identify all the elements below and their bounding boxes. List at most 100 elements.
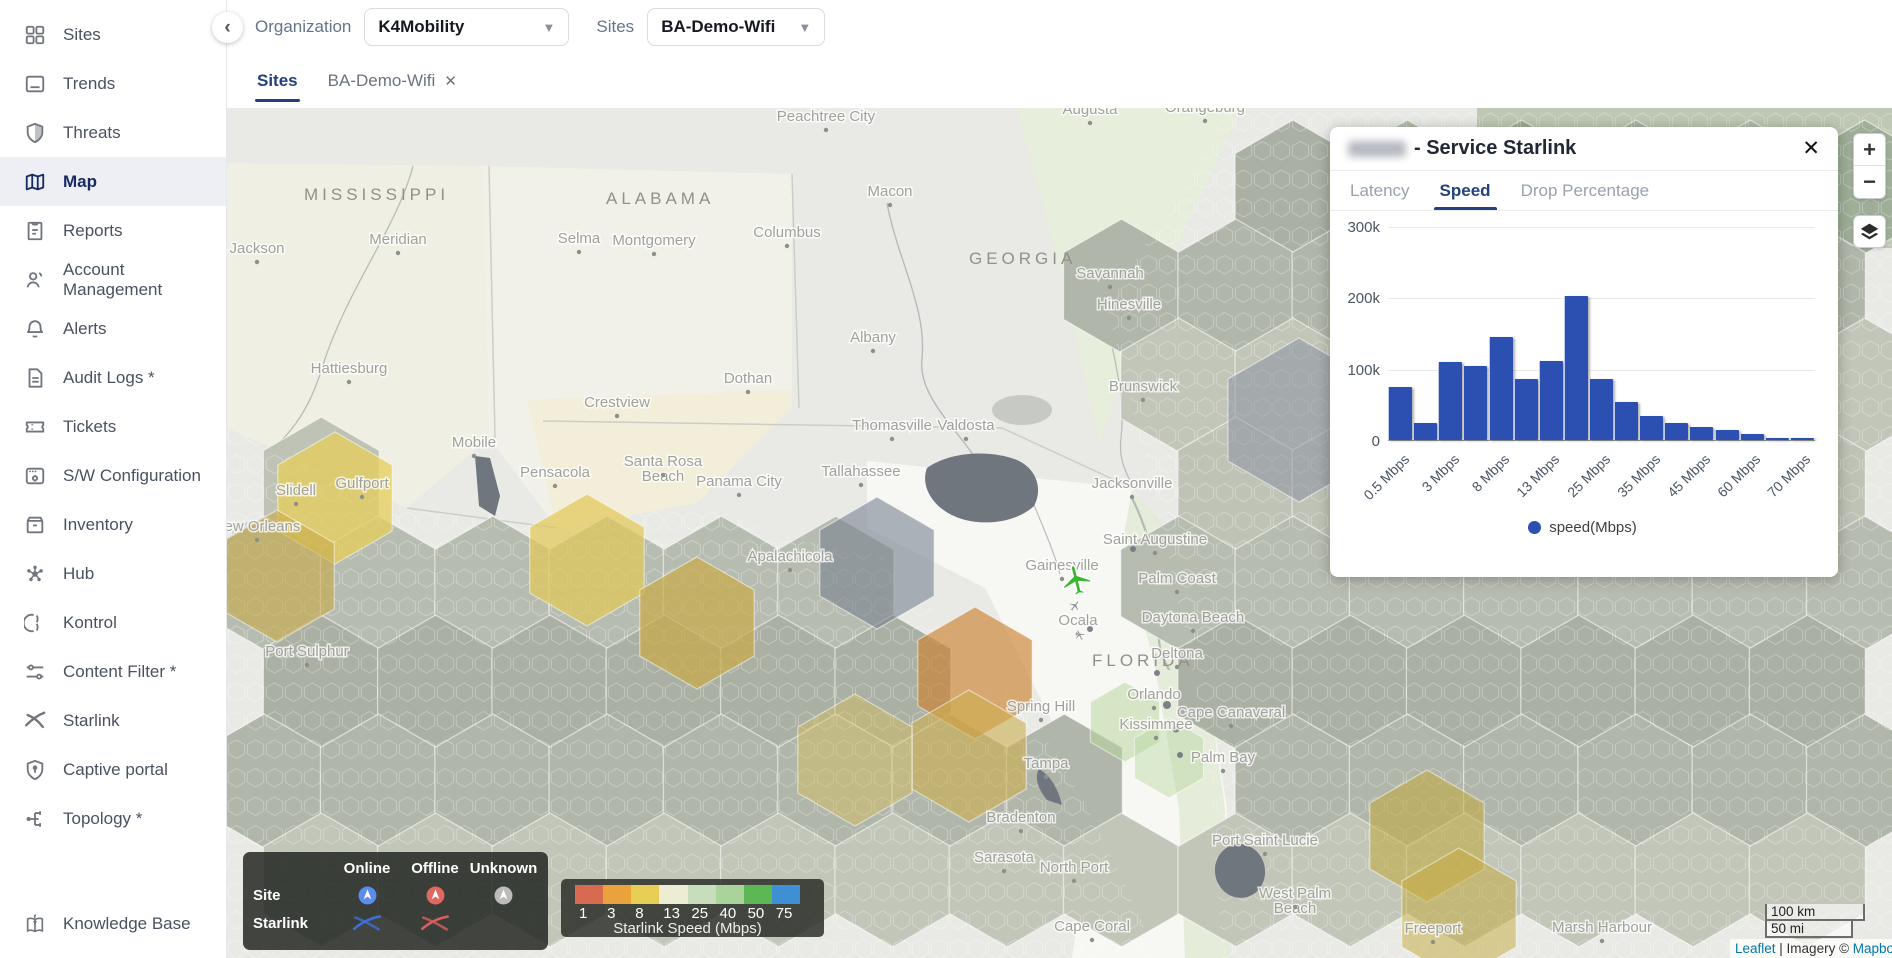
y-axis-tick: 0 xyxy=(1371,433,1380,450)
histogram-bar[interactable] xyxy=(1739,434,1764,440)
histogram-bar[interactable] xyxy=(1764,438,1789,440)
city-label: Savannah xyxy=(1076,265,1144,282)
tab-ba-demo-wifi[interactable]: BA-Demo-Wifi ✕ xyxy=(327,71,457,90)
collapse-sidebar-button[interactable]: ‹ xyxy=(212,12,243,43)
city-label: Apalachicola xyxy=(747,548,833,565)
tab-sites[interactable]: Sites xyxy=(255,54,300,108)
histogram-bar[interactable] xyxy=(1488,336,1513,440)
map-zoom-control: + − xyxy=(1853,133,1886,199)
city-label: North Port xyxy=(1040,859,1109,876)
map-canvas[interactable]: MISSISSIPPI ALABAMA GEORGIA FLORIDA Jackson M… xyxy=(227,108,1892,958)
close-panel-icon[interactable]: ✕ xyxy=(1802,137,1820,160)
starlink-marker-offline xyxy=(401,914,469,932)
site-plane-marker[interactable] xyxy=(1059,562,1094,598)
sidebar-item-content-filter[interactable]: Content Filter * xyxy=(0,647,226,696)
panel-tab-drop-percentage[interactable]: Drop Percentage xyxy=(1520,180,1650,200)
speed-swatch-4 xyxy=(687,885,716,904)
map-icon xyxy=(24,171,46,193)
city-label: Brunswick xyxy=(1109,378,1178,395)
mapbox-link[interactable]: Mapbox xyxy=(1852,941,1892,956)
site-marker-offline xyxy=(401,886,469,905)
sidebar-item-hub[interactable]: Hub xyxy=(0,549,226,598)
city-label: Tallahassee xyxy=(821,463,900,480)
sidebar-item-captive-portal[interactable]: Captive portal xyxy=(0,745,226,794)
histogram-bar[interactable] xyxy=(1538,360,1563,440)
city-label: Augusta xyxy=(1062,108,1118,118)
organization-select[interactable]: K4Mobility ▼ xyxy=(364,8,570,46)
sidebar-item-knowledge-base[interactable]: Knowledge Base xyxy=(0,899,226,948)
speed-histogram-chart: 300k 200k 100k 0 0.5 Mbps 3 Mbps 8 Mbps 13 Mbp… xyxy=(1340,219,1825,536)
sidebar-item-sites[interactable]: Sites xyxy=(0,10,226,59)
zoom-out-button[interactable]: − xyxy=(1863,169,1876,194)
status-header-offline: Offline xyxy=(411,860,459,877)
sidebar-item-account-management[interactable]: Account Management xyxy=(0,255,226,304)
layers-button[interactable] xyxy=(1853,215,1886,248)
y-axis-tick: 300k xyxy=(1347,219,1380,236)
sidebar-item-kontrol[interactable]: Kontrol xyxy=(0,598,226,647)
hub-icon xyxy=(24,563,46,585)
kontrol-icon xyxy=(24,612,46,634)
histogram-bar[interactable] xyxy=(1563,295,1588,440)
y-axis-tick: 200k xyxy=(1347,290,1380,308)
sidebar-item-reports[interactable]: Reports xyxy=(0,206,226,255)
speed-tick: 40 xyxy=(719,905,737,922)
audit-logs-icon xyxy=(24,367,46,389)
panel-tab-speed[interactable]: Speed xyxy=(1433,171,1497,210)
sidebar-item-trends[interactable]: Trends xyxy=(0,59,226,108)
histogram-bar[interactable] xyxy=(1714,430,1739,440)
speed-swatch-6 xyxy=(743,885,772,904)
alerts-icon xyxy=(24,318,46,340)
sidebar-item-label: Hub xyxy=(63,563,95,583)
speed-swatch-5 xyxy=(715,885,744,904)
account-management-icon xyxy=(24,269,46,291)
city-label: Hinesville xyxy=(1097,296,1161,313)
chart-x-axis-labels: 0.5 Mbps 3 Mbps 8 Mbps 13 Mbps 25 Mbps 35 Mbp… xyxy=(1360,441,1825,507)
legend-label: speed(Mbps) xyxy=(1549,519,1637,536)
sidebar-item-label: Content Filter * xyxy=(63,661,177,681)
histogram-bar[interactable] xyxy=(1789,437,1814,440)
histogram-bar[interactable] xyxy=(1388,387,1413,440)
chart-legend[interactable]: speed(Mbps) xyxy=(1340,519,1825,536)
sidebar-item-threats[interactable]: Threats xyxy=(0,108,226,157)
sites-select[interactable]: BA-Demo-Wifi ▼ xyxy=(647,8,826,46)
zoom-in-button[interactable]: + xyxy=(1854,134,1885,166)
sidebar-item-sw-configuration[interactable]: S/W Configuration xyxy=(0,451,226,500)
starlink-marker-online xyxy=(333,914,401,932)
panel-tab-latency[interactable]: Latency xyxy=(1350,180,1410,200)
sidebar-item-topology[interactable]: Topology * xyxy=(0,794,226,843)
speed-swatch-7 xyxy=(771,885,800,904)
knowledge-base-icon xyxy=(24,913,46,935)
site-plane-marker[interactable] xyxy=(1067,598,1083,614)
leaflet-link[interactable]: Leaflet xyxy=(1735,941,1776,956)
close-tab-icon[interactable]: ✕ xyxy=(444,73,457,90)
chevron-down-icon: ▼ xyxy=(798,19,812,35)
sidebar-item-inventory[interactable]: Inventory xyxy=(0,500,226,549)
sidebar-item-tickets[interactable]: Tickets xyxy=(0,402,226,451)
sidebar-item-audit-logs[interactable]: Audit Logs * xyxy=(0,353,226,402)
speed-swatch-3 xyxy=(659,885,688,904)
histogram-bar[interactable] xyxy=(1588,379,1613,440)
sidebar-item-starlink[interactable]: Starlink xyxy=(0,696,226,745)
histogram-bar[interactable] xyxy=(1614,401,1639,440)
site-status-icon xyxy=(494,886,513,905)
content-filter-icon xyxy=(24,661,46,683)
histogram-bar[interactable] xyxy=(1413,422,1438,440)
sidebar-item-map[interactable]: Map xyxy=(0,157,226,206)
sidebar-item-alerts[interactable]: Alerts xyxy=(0,304,226,353)
histogram-bar[interactable] xyxy=(1438,362,1463,440)
topbar: Organization K4Mobility ▼ Sites BA-Demo-… xyxy=(227,0,1892,54)
site-plane-marker[interactable] xyxy=(1073,628,1087,642)
panel-header: - Service Starlink ✕ xyxy=(1330,127,1838,171)
city-label: Columbus xyxy=(753,224,821,241)
tabs-bar: Sites BA-Demo-Wifi ✕ xyxy=(227,54,1892,108)
histogram-bar[interactable] xyxy=(1513,378,1538,440)
histogram-bar[interactable] xyxy=(1689,427,1714,440)
site-status-icon xyxy=(426,886,444,905)
histogram-bar[interactable] xyxy=(1463,365,1488,440)
sidebar-item-label: Alerts xyxy=(63,318,107,338)
speed-tick: 50 xyxy=(747,905,765,922)
sidebar-item-label: Sites xyxy=(63,24,101,44)
histogram-bar[interactable] xyxy=(1664,422,1689,440)
sidebar-item-label: Inventory xyxy=(63,514,133,534)
histogram-bar[interactable] xyxy=(1639,415,1664,440)
